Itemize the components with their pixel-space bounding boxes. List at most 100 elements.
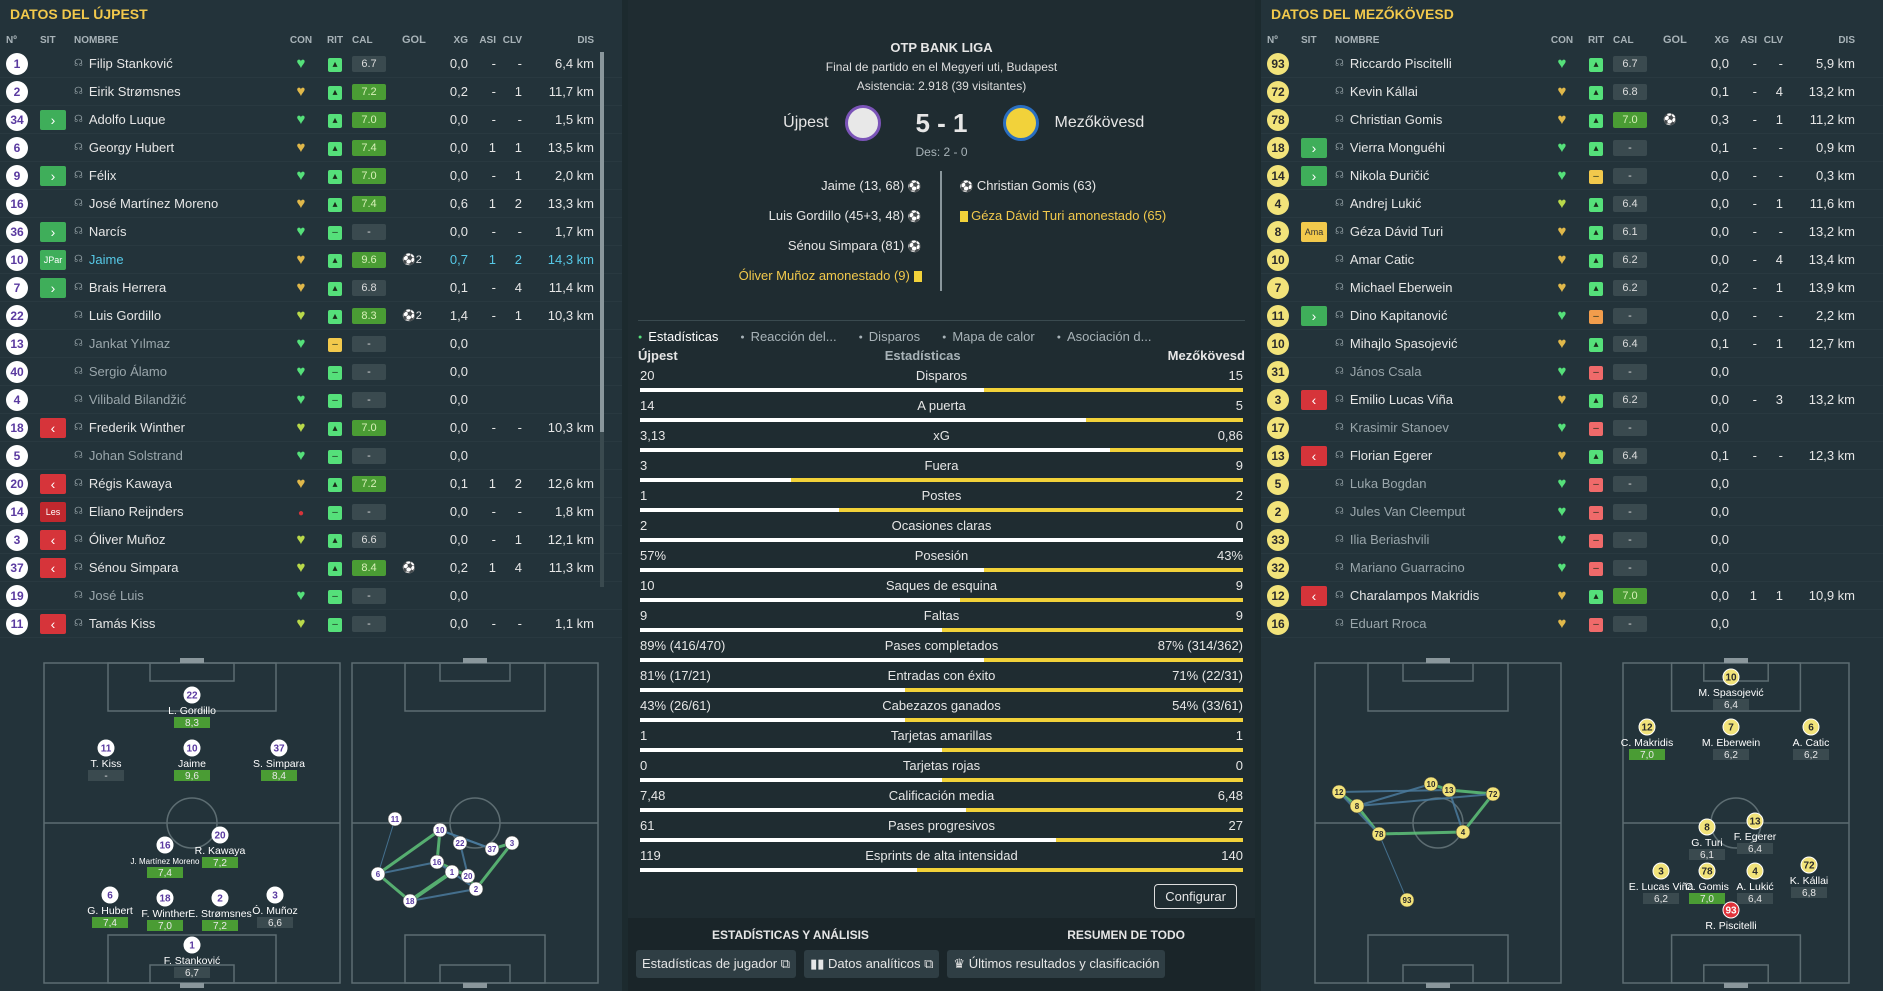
home-passing-map[interactable]: 1 10 22 16 37 3 6 18 202 11 [350, 655, 600, 991]
player-name-cell[interactable]: ☊ Ilia Beriashvili [1335, 532, 1545, 547]
player-row[interactable]: 4 ☊ Vilibald Bilandžić ♥ – - 0,0 [0, 386, 622, 414]
player-name-cell[interactable]: ☊ Jaime [74, 252, 284, 267]
booking-event[interactable]: Óliver Muñoz amonestado (9) [652, 261, 922, 291]
tab-mapa-calor[interactable]: Mapa de calor [942, 329, 1034, 344]
player-name[interactable]: Ilia Beriashvili [1349, 532, 1430, 547]
col-xg[interactable]: XG [453, 34, 468, 46]
player-row[interactable]: 19 ☊ José Luis ♥ – - 0,0 [0, 582, 622, 610]
passmap-node[interactable]: 18 [402, 893, 418, 909]
tab-disparos[interactable]: Disparos [859, 329, 920, 344]
player-name-cell[interactable]: ☊ Tamás Kiss [74, 616, 284, 631]
player-row[interactable]: 13 ☊ Jankat Yılmaz ♥ – - 0,0 [0, 330, 622, 358]
player-name[interactable]: Frederik Winther [88, 420, 185, 435]
player-row[interactable]: 10 JPar ☊ Jaime ♥ ▴ 9.6 ⚽2 0,7 1 2 14,3 km [0, 246, 622, 274]
player-name-cell[interactable]: ☊ Narcís [74, 224, 284, 239]
player-name-cell[interactable]: ☊ Jankat Yılmaz [74, 336, 284, 351]
player-name[interactable]: Dino Kapitanović [1349, 308, 1448, 323]
player-row[interactable]: 93 ☊ Riccardo Piscitelli ♥ ▴ 6.7 0,0 - - 5,9 km [1261, 50, 1883, 78]
col-dis[interactable]: DIS [1838, 34, 1855, 46]
col-con[interactable]: CON [289, 34, 313, 46]
home-team-name[interactable]: Újpest [783, 114, 829, 131]
player-row[interactable]: 14 Les ☊ Eliano Reijnders ● – -0,0- -1,8 km [0, 498, 622, 526]
player-name-cell[interactable]: ☊ Kevin Kállai [1335, 84, 1545, 99]
player-name-cell[interactable]: ☊ Luka Bogdan [1335, 476, 1545, 491]
player-name-cell[interactable]: ☊ Eliano Reijnders [74, 504, 284, 519]
player-name[interactable]: János Csala [1349, 364, 1422, 379]
passmap-node[interactable]: 13 [1441, 782, 1457, 798]
player-name[interactable]: Brais Herrera [88, 280, 167, 295]
col-asi[interactable]: ASI [479, 34, 496, 46]
player-name[interactable]: Luka Bogdan [1349, 476, 1427, 491]
player-name-cell[interactable]: ☊ Adolfo Luque [74, 112, 284, 127]
col-xg[interactable]: XG [1714, 34, 1729, 46]
player-name[interactable]: Adolfo Luque [88, 112, 166, 127]
player-row[interactable]: 37 ‹ ☊ Sénou Simpara ♥ ▴ 8.4 ⚽ 0,2 1 4 11,3 km [0, 554, 622, 582]
player-row[interactable]: 5 ☊ Johan Solstrand ♥ – - 0,0 [0, 442, 622, 470]
player-name[interactable]: Michael Eberwein [1349, 280, 1453, 295]
away-passing-map[interactable]: 12 8 10 13 72 4 78 93 [1313, 655, 1563, 991]
player-name[interactable]: Charalampos Makridis [1349, 588, 1480, 603]
passmap-node[interactable]: 4 [1455, 824, 1471, 840]
away-crest-icon[interactable] [1002, 105, 1039, 141]
col-gol[interactable]: GOL [402, 34, 426, 46]
player-row[interactable]: 1 ☊ Filip Stanković ♥ ▴ 6.7 0,0 - - 6,4 km [0, 50, 622, 78]
player-name[interactable]: Christian Gomis [1349, 112, 1443, 127]
passmap-node[interactable]: 12 [1331, 784, 1347, 800]
player-name[interactable]: Krasimir Stanoev [1349, 420, 1449, 435]
goal-event[interactable]: ⚽ Christian Gomis (63) [960, 171, 1232, 201]
passmap-node[interactable]: 10 [432, 822, 448, 838]
player-name-cell[interactable]: ☊ Jules Van Cleemput [1335, 504, 1545, 519]
player-name[interactable]: Eduart Rroca [1349, 616, 1427, 631]
player-name-cell[interactable]: ☊ Riccardo Piscitelli [1335, 56, 1545, 71]
player-name-cell[interactable]: ☊ Nikola Đuričić [1335, 168, 1545, 183]
player-row[interactable]: 72 ☊ Kevin Kállai ♥ ▴ 6.8 0,1 - 4 13,2 km [1261, 78, 1883, 106]
col-clv[interactable]: CLV [1763, 34, 1783, 46]
player-name[interactable]: Mihajlo Spasojević [1349, 336, 1458, 351]
player-row[interactable]: 22 ☊ Luis Gordillo ♥ ▴ 8.3 ⚽2 1,4 - 1 10,3 km [0, 302, 622, 330]
player-name[interactable]: Jaime [88, 252, 124, 267]
player-row[interactable]: 2 ☊ Eirik Strømsnes ♥ ▴ 7.2 0,2 - 1 11,7 km [0, 78, 622, 106]
player-row[interactable]: 16 ☊ José Martínez Moreno ♥ ▴ 7.4 0,6 1 2 13,3 km [0, 190, 622, 218]
booking-event[interactable]: Géza Dávid Turi amonestado (65) [959, 201, 1232, 231]
player-row[interactable]: 7 ☊ Michael Eberwein ♥ ▴ 6.2 0,2 - 1 13,9 km [1261, 274, 1883, 302]
player-name[interactable]: Óliver Muñoz [88, 532, 166, 547]
player-row[interactable]: 36 › ☊ Narcís ♥ – -0,0- -1,7 km [0, 218, 622, 246]
player-name[interactable]: Kevin Kállai [1349, 84, 1418, 99]
passmap-node[interactable]: 11 [387, 811, 403, 827]
col-num[interactable]: Nº [1267, 34, 1278, 46]
player-name[interactable]: José Martínez Moreno [88, 196, 219, 211]
player-name-cell[interactable]: ☊ Filip Stanković [74, 56, 284, 71]
player-row[interactable]: 11 ‹ ☊ Tamás Kiss ♥ – -0,0- -1,1 km [0, 610, 622, 638]
player-name[interactable]: Nikola Đuričić [1349, 168, 1430, 183]
player-name[interactable]: Narcís [88, 224, 127, 239]
player-row[interactable]: 20 ‹ ☊ Régis Kawaya ♥ ▴ 7.2 0,1 1 2 12,6 km [0, 470, 622, 498]
col-cal[interactable]: CAL [1613, 34, 1634, 46]
player-name[interactable]: Johan Solstrand [88, 448, 183, 463]
player-name[interactable]: Georgy Hubert [88, 140, 175, 155]
player-name-cell[interactable]: ☊ Mihajlo Spasojević [1335, 336, 1545, 351]
home-list-scrollbar[interactable] [600, 52, 604, 587]
col-sit[interactable]: SIT [40, 34, 56, 46]
player-name-cell[interactable]: ☊ Félix [74, 168, 284, 183]
col-asi[interactable]: ASI [1740, 34, 1757, 46]
passmap-node[interactable]: 78 [1371, 826, 1387, 842]
results-standings-button[interactable]: ♛ Últimos resultados y clasificación [947, 950, 1166, 978]
tab-estadisticas[interactable]: Estadísticas [638, 329, 718, 344]
player-row[interactable]: 32 ☊ Mariano Guarracino ♥ – - 0,0 [1261, 554, 1883, 582]
player-name-cell[interactable]: ☊ Christian Gomis [1335, 112, 1545, 127]
player-name[interactable]: Filip Stanković [88, 56, 173, 71]
player-stats-button[interactable]: Estadísticas de jugador ⧉ [636, 950, 797, 978]
col-rit[interactable]: RIT [1587, 34, 1605, 46]
player-row[interactable]: 12 ‹ ☊ Charalampos Makridis ♥ ▴ 7.0 0,0 1 1 10,9 k… [1261, 582, 1883, 610]
